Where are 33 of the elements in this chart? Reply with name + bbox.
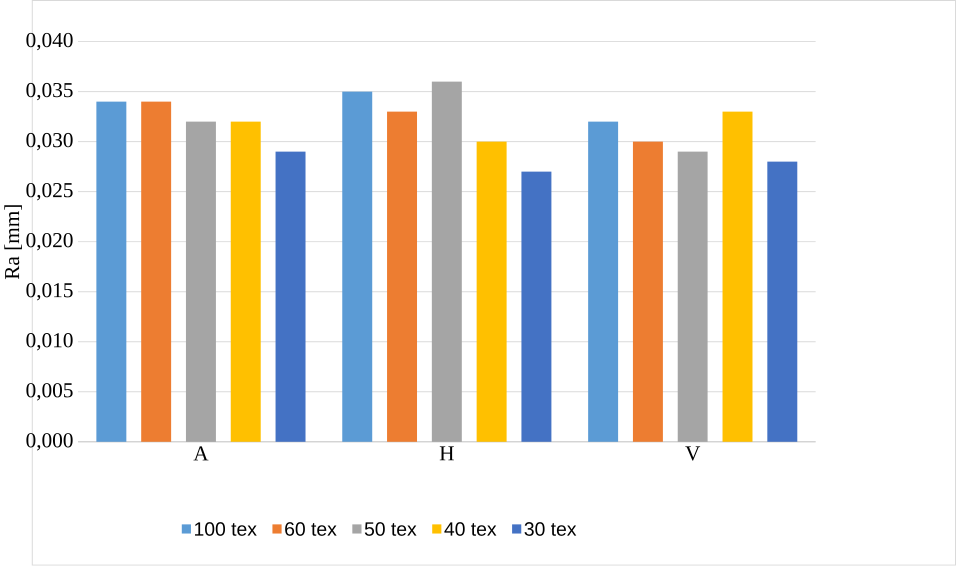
legend-label: 50 tex: [364, 522, 417, 536]
y-axis-title: Ra [mm]: [4, 205, 22, 280]
bar: [476, 142, 507, 442]
y-tick-label: 0,005: [26, 383, 73, 401]
bar: [588, 122, 618, 442]
bar: [141, 102, 172, 442]
bar: [432, 82, 462, 442]
bar: [276, 152, 306, 442]
bar: [342, 92, 372, 442]
legend-label: 60 tex: [285, 522, 337, 536]
x-tick-label: V: [685, 446, 700, 461]
bar: [96, 102, 126, 442]
y-tick-label: 0,020: [26, 233, 73, 251]
y-tick-label: 0,040: [26, 33, 73, 50]
y-tick-label: 0,030: [26, 133, 73, 151]
bar: [767, 162, 798, 442]
x-tick-label: H: [440, 446, 454, 461]
y-tick-label: 0,015: [26, 283, 73, 301]
bar: [521, 172, 552, 442]
x-tick-label: A: [193, 446, 208, 461]
legend-label: 30 tex: [524, 522, 576, 536]
legend-label: 100 tex: [195, 522, 257, 536]
bar: [678, 152, 708, 442]
bar: [230, 122, 261, 442]
y-tick-label: 0,010: [26, 333, 73, 351]
bar: [387, 112, 418, 442]
y-tick-label: 0,000: [26, 433, 73, 451]
bar: [722, 112, 752, 442]
bar: [186, 122, 216, 442]
legend-label: 40 tex: [444, 522, 496, 536]
y-tick-label: 0,025: [26, 183, 73, 201]
bar: [632, 142, 663, 442]
y-tick-label: 0,035: [26, 83, 73, 101]
